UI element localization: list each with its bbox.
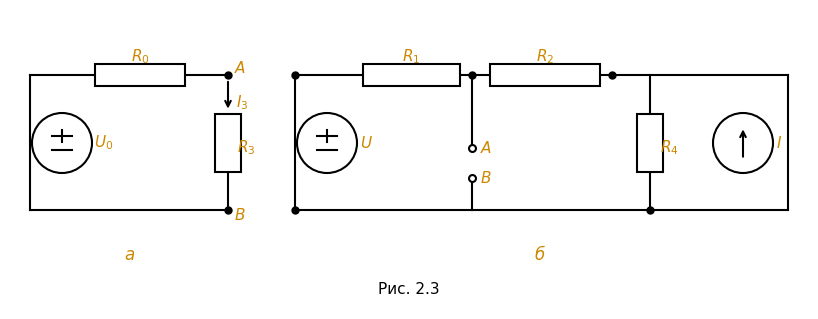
Text: $R_0$: $R_0$ — [131, 48, 150, 66]
Text: $A$: $A$ — [480, 140, 492, 156]
Text: $B$: $B$ — [480, 170, 492, 186]
Text: $I_3$: $I_3$ — [236, 94, 249, 112]
Bar — [637, 114, 663, 172]
Circle shape — [713, 113, 773, 173]
Text: $B$: $B$ — [234, 207, 245, 223]
Text: $R_1$: $R_1$ — [402, 48, 420, 66]
Text: $R_2$: $R_2$ — [536, 48, 554, 66]
Bar — [215, 114, 241, 172]
Text: $R_4$: $R_4$ — [660, 139, 679, 157]
Text: $U_0$: $U_0$ — [94, 134, 113, 152]
Text: $a$: $a$ — [124, 246, 136, 264]
Bar — [490, 64, 600, 86]
Text: $U$: $U$ — [360, 135, 373, 151]
Bar — [363, 64, 460, 86]
Circle shape — [297, 113, 357, 173]
Text: б: б — [535, 246, 545, 264]
Text: Рис. 2.3: Рис. 2.3 — [378, 283, 440, 298]
Text: $R_3$: $R_3$ — [237, 139, 255, 157]
Text: $I$: $I$ — [776, 135, 782, 151]
Circle shape — [32, 113, 92, 173]
Bar — [95, 64, 185, 86]
Text: $A$: $A$ — [234, 60, 246, 76]
